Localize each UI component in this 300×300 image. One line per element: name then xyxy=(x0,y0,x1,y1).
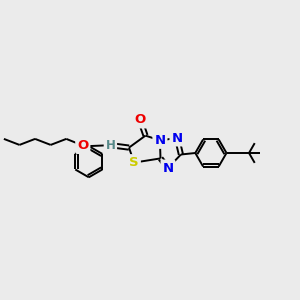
Text: S: S xyxy=(129,156,139,169)
Text: N: N xyxy=(171,131,183,145)
Text: O: O xyxy=(77,139,88,152)
Text: H: H xyxy=(106,139,115,152)
Text: N: N xyxy=(154,134,166,147)
Text: N: N xyxy=(162,161,174,175)
Text: O: O xyxy=(134,113,146,127)
